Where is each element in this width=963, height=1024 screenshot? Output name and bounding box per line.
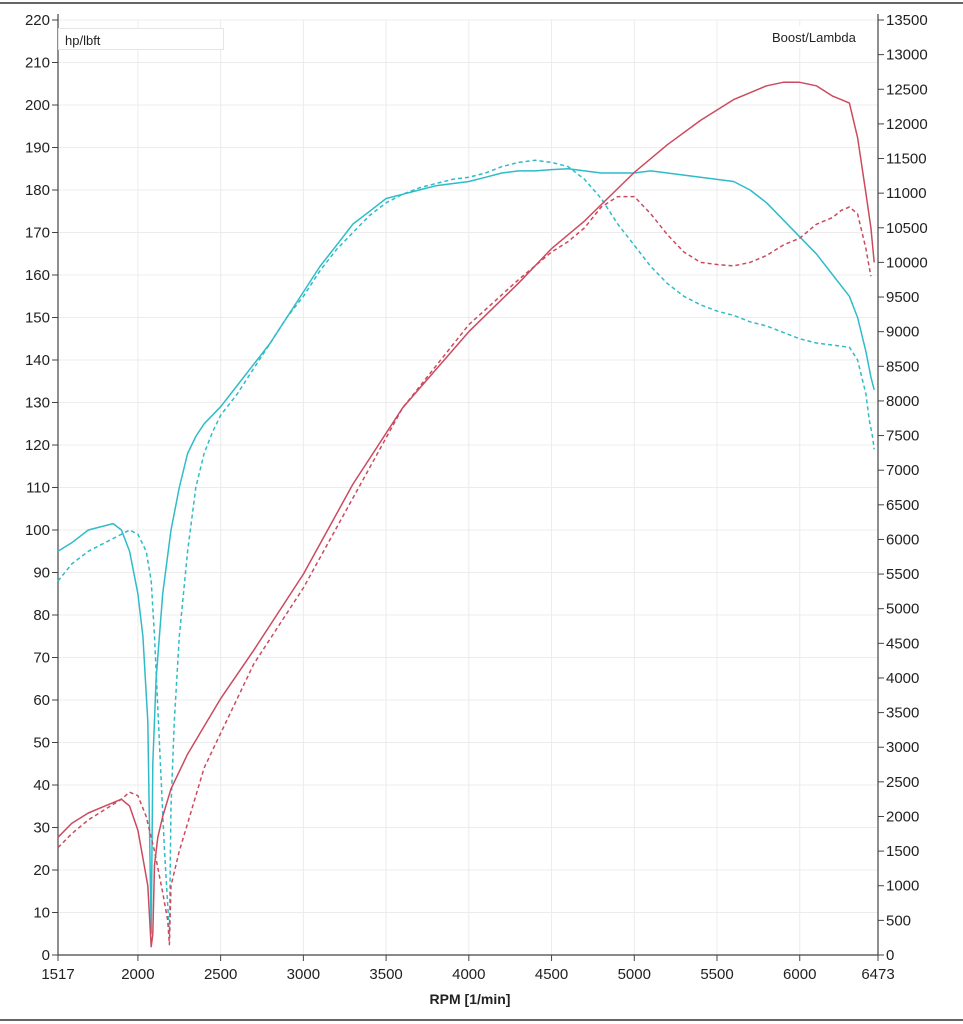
right-tick-label: 12500	[886, 81, 928, 98]
right-tick-label: 8500	[886, 358, 919, 375]
left-tick-label: 120	[25, 437, 50, 454]
left-tick-label: 10	[33, 905, 50, 922]
right-tick-label: 13000	[886, 47, 928, 64]
x-axis-ticks: 1517 2000 2500 3000 3500 4000 4500 5000 5500 6000…	[41, 955, 895, 983]
right-tick-label: 7500	[886, 428, 919, 445]
x-tick-label: 6000	[783, 966, 816, 983]
right-tick-label: 6000	[886, 531, 919, 548]
right-tick-label: 5000	[886, 601, 919, 618]
right-tick-label: 11000	[886, 185, 927, 202]
left-tick-label: 80	[33, 607, 50, 624]
right-tick-label: 13500	[886, 12, 928, 29]
right-tick-label: 4000	[886, 670, 919, 687]
x-tick-label: 4500	[535, 966, 568, 983]
right-tick-label: 3000	[886, 739, 919, 756]
series-line-2	[57, 159, 875, 935]
right-tick-label: 8000	[886, 393, 919, 410]
right-tick-label: 500	[886, 912, 911, 929]
x-tick-label: 6473	[861, 966, 894, 983]
right-tick-label: 10500	[886, 220, 928, 237]
x-tick-label: 2000	[121, 966, 154, 983]
left-tick-label: 150	[25, 310, 50, 327]
left-tick-label: 220	[25, 12, 50, 29]
right-tick-label: 4500	[886, 635, 919, 652]
right-tick-label: 10000	[886, 254, 928, 271]
x-tick-label: 5000	[618, 966, 651, 983]
right-tick-label: 9000	[886, 324, 919, 341]
left-tick-label: 140	[25, 352, 50, 369]
left-tick-label: 100	[25, 522, 50, 539]
right-axis-ticks: 0 500 1000 1500 2000 2500 3000 3500 4000 4500 5000…	[878, 12, 928, 964]
series-lines	[57, 81, 875, 948]
x-tick-label: 1517	[41, 966, 74, 983]
right-tick-label: 1500	[886, 843, 919, 860]
x-tick-label: 3500	[369, 966, 402, 983]
left-tick-label: 110	[26, 480, 50, 497]
left-tick-label: 70	[33, 650, 50, 667]
x-tick-label: 3000	[287, 966, 320, 983]
legend-left-label: hp/lbft	[58, 28, 224, 50]
x-axis-label: RPM [1/min]	[429, 991, 511, 1007]
left-tick-label: 60	[33, 692, 50, 709]
right-tick-label: 1000	[886, 878, 919, 895]
left-tick-label: 210	[25, 55, 50, 72]
right-tick-label: 2500	[886, 774, 919, 791]
x-tick-label: 2500	[204, 966, 237, 983]
right-tick-label: 0	[886, 947, 894, 964]
left-tick-label: 40	[33, 777, 50, 794]
x-tick-label: 5500	[700, 966, 733, 983]
axes	[57, 14, 879, 956]
right-tick-label: 7000	[886, 462, 919, 479]
right-tick-label: 12000	[886, 116, 928, 133]
right-tick-label: 6500	[886, 497, 919, 514]
x-tick-label: 4000	[452, 966, 485, 983]
left-tick-label: 90	[33, 565, 50, 582]
left-tick-label: 190	[25, 140, 50, 157]
series-line-3	[57, 81, 875, 948]
right-tick-label: 9500	[886, 289, 919, 306]
series-line-1	[57, 168, 875, 935]
left-tick-label: 30	[33, 820, 50, 837]
right-tick-label: 5500	[886, 566, 919, 583]
right-tick-label: 11500	[886, 151, 927, 168]
left-tick-label: 180	[25, 182, 50, 199]
left-tick-label: 160	[25, 267, 50, 284]
series-line-4	[57, 195, 872, 946]
left-tick-label: 0	[42, 947, 50, 964]
grid	[58, 19, 878, 956]
left-tick-label: 50	[33, 735, 50, 752]
left-tick-label: 200	[25, 97, 50, 114]
left-axis-ticks: 0 10 20 30 40 50 60 70 80 90 100 110 120 130 140 150 160…	[25, 12, 58, 964]
right-tick-label: 3500	[886, 705, 919, 722]
legend-right-label: Boost/Lambda	[766, 26, 874, 48]
left-tick-label: 20	[33, 862, 50, 879]
right-tick-label: 2000	[886, 808, 919, 825]
left-tick-label: 130	[25, 395, 50, 412]
left-tick-label: 170	[25, 225, 50, 242]
